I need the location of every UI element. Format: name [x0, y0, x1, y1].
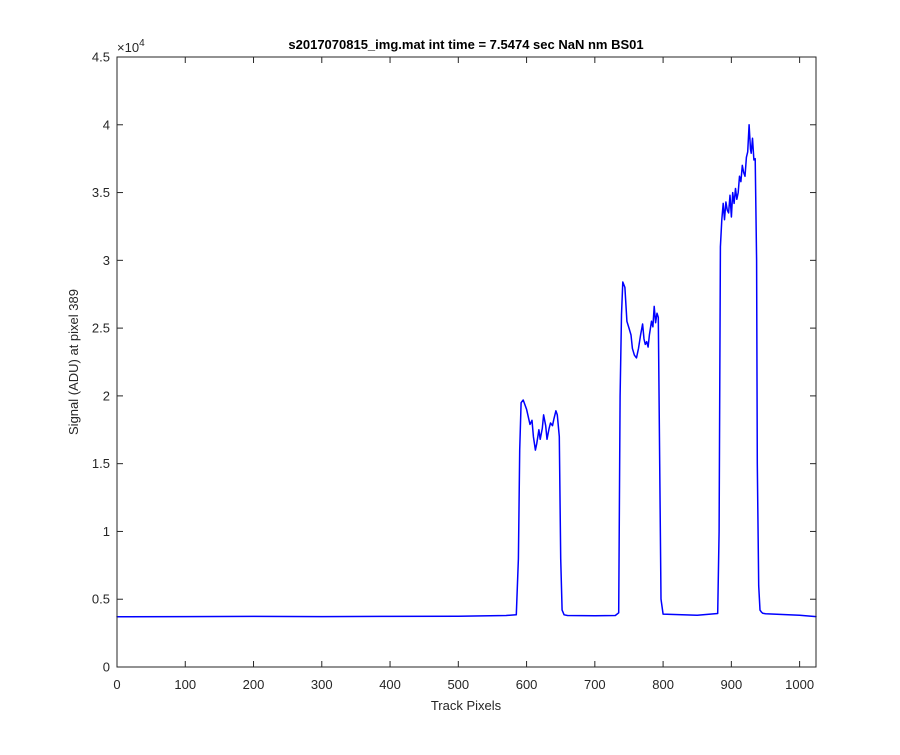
data-layer: [116, 124, 817, 618]
chart-title: s2017070815_img.mat int time = 7.5474 se…: [288, 37, 643, 52]
y-tick-label: 3: [103, 253, 110, 268]
x-tick-label: 1000: [785, 677, 814, 692]
exponent-power: 4: [139, 38, 145, 49]
y-axis-ticks: 0 0.5 1 1.5 2 2.5 3 3.5 4 4.5: [92, 50, 816, 675]
x-tick-label: 400: [379, 677, 401, 692]
signal-series-line: [116, 124, 817, 618]
y-tick-label: 0: [103, 660, 110, 675]
y-axis-exponent: ×104: [117, 38, 145, 55]
y-axis-label: Signal (ADU) at pixel 389: [66, 289, 81, 435]
exponent-base: ×10: [117, 40, 139, 55]
y-tick-label: 2.5: [92, 321, 110, 336]
y-tick-label: 4.5: [92, 50, 110, 65]
x-tick-label: 700: [584, 677, 606, 692]
y-tick-label: 2: [103, 388, 110, 403]
x-axis-label: Track Pixels: [431, 698, 502, 713]
x-tick-label: 800: [652, 677, 674, 692]
x-tick-label: 200: [243, 677, 265, 692]
y-tick-label: 0.5: [92, 592, 110, 607]
x-tick-label: 600: [516, 677, 538, 692]
y-tick-label: 1: [103, 524, 110, 539]
axes-box: [116, 56, 817, 668]
y-tick-label: 3.5: [92, 185, 110, 200]
x-tick-label: 0: [113, 677, 120, 692]
x-axis-ticks: 0 100 200 300 400 500 600 700 800 900 1000: [113, 57, 814, 692]
y-tick-label: 4: [103, 117, 110, 132]
x-tick-label: 300: [311, 677, 333, 692]
svg-text:×104: ×104: [117, 38, 145, 55]
y-tick-label: 1.5: [92, 456, 110, 471]
x-tick-label: 100: [174, 677, 196, 692]
x-tick-label: 900: [721, 677, 743, 692]
x-tick-label: 500: [447, 677, 469, 692]
plot-area: [117, 57, 816, 667]
